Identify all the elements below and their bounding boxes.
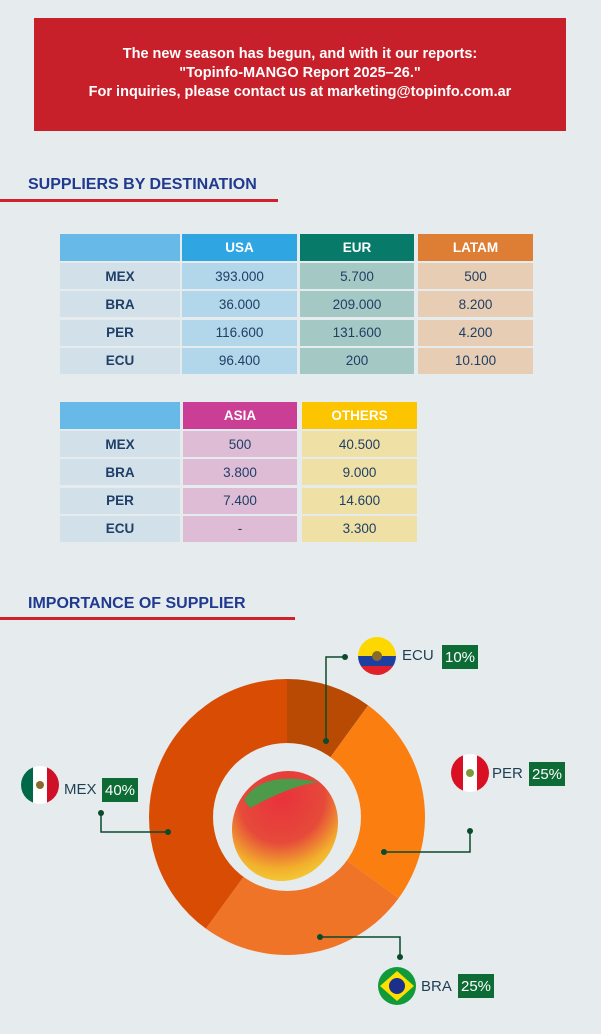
row-label: MEX [60,431,180,457]
label-bra: BRA [421,978,452,995]
peru-flag-icon [451,754,489,792]
column-header: LATAM [418,234,533,261]
table-cell: 116.600 [182,319,297,346]
header-corner [60,234,180,261]
row-label: BRA [60,459,180,486]
table-cell: 3.300 [302,515,417,542]
table-cell: 500 [418,263,533,289]
mexico-flag-icon [21,766,59,804]
table-cell: 14.600 [302,487,417,514]
table-cell: 200 [300,347,414,374]
ecuador-flag-icon [358,637,396,675]
column-header: EUR [300,234,414,261]
table-cell: 3.800 [183,459,297,486]
table-cell: 40.500 [302,431,417,457]
badge-per: 25% [529,762,566,786]
table-cell: 96.400 [182,347,297,374]
label-mex: MEX [64,781,97,798]
banner-line: The new season has begun, and with it ou… [122,46,478,62]
table-cell: 393.000 [182,263,297,289]
table-cell: 5.700 [300,263,414,289]
leader-lines [100,656,471,957]
table-cell: 8.200 [418,291,533,318]
section-title-suppliers: SUPPLIERS BY DESTINATION [28,176,257,193]
brazil-flag-icon [378,967,416,1005]
row-label: BRA [60,291,180,318]
divider [0,199,278,202]
table-cell: 209.000 [300,291,414,318]
table-cell: 10.100 [418,347,533,374]
label-ecu: ECU [402,647,434,664]
header-corner [60,402,180,429]
row-label: MEX [60,263,180,289]
section-title-importance: IMPORTANCE OF SUPPLIER [28,595,246,612]
table-cell: 9.000 [302,459,417,486]
leader-dots [98,654,473,960]
row-label: PER [60,487,180,514]
table-cell: 36.000 [182,291,297,318]
row-label: ECU [60,515,180,542]
column-header: OTHERS [302,402,417,429]
table-cell: 4.200 [418,319,533,346]
column-header: ASIA [183,402,297,429]
announcement-banner: The new season has begun, and with it ou… [34,18,566,131]
banner-line: "Topinfo-MANGO Report 2025–26." [179,65,421,81]
badge-mex: 40% [102,778,139,802]
table-cell: - [183,515,297,542]
divider [0,617,295,620]
mango-image [231,770,339,882]
column-header: USA [182,234,297,261]
table-cell: 500 [183,431,297,457]
row-label: ECU [60,347,180,374]
table-cell: 131.600 [300,319,414,346]
badge-bra: 25% [458,974,495,998]
badge-ecu: 10% [442,645,479,669]
banner-line: For inquiries, please contact us at mark… [88,84,512,100]
row-label: PER [60,319,180,346]
table-cell: 7.400 [183,487,297,514]
label-per: PER [492,765,523,782]
